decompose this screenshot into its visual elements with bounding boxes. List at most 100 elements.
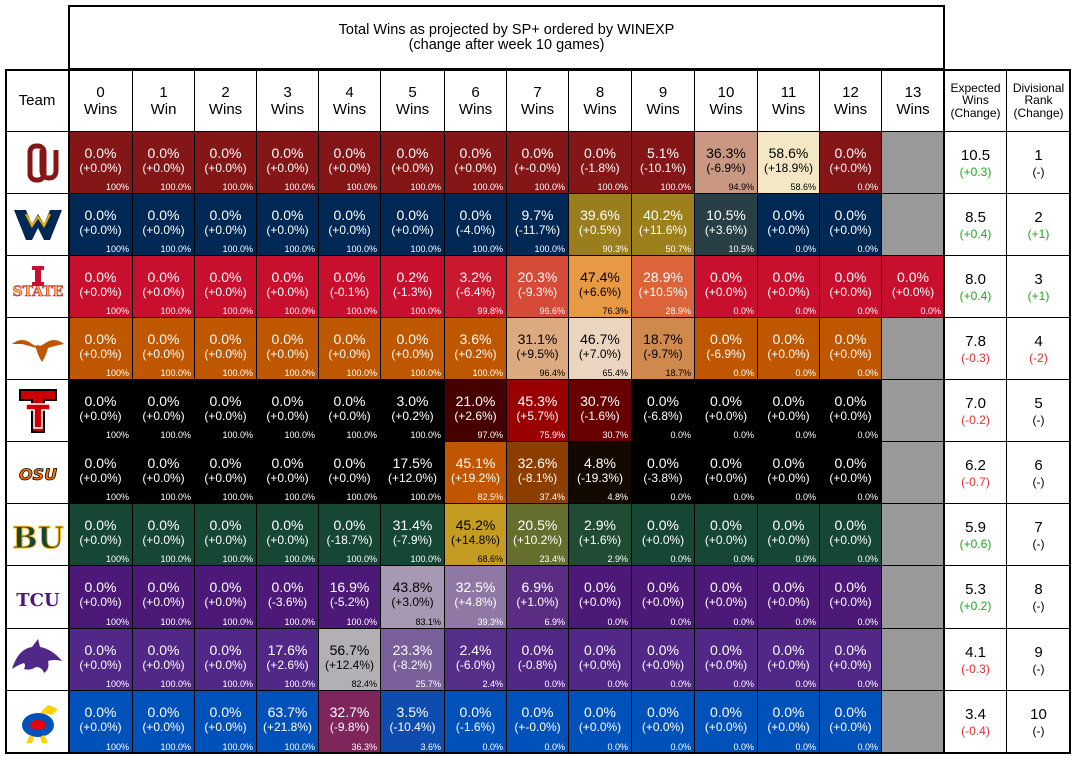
cumulative-probability: 100.0% [160, 492, 191, 502]
probability-change: (+0.0%) [204, 720, 247, 734]
probability-change: (-5.2%) [329, 595, 370, 609]
cumulative-probability: 100.0% [410, 554, 441, 564]
win-probability: 0.0% [584, 145, 616, 161]
expected-wins-cell: 7.8 (-0.3) [944, 317, 1007, 380]
win-cell-0: 0.0% (+0.0%) 100% [68, 441, 133, 504]
win-probability: 32.6% [517, 455, 558, 471]
probability-change: (+0.0%) [266, 285, 309, 299]
win-cell-12: 0.0% (+0.0%) 0.0% [819, 503, 882, 566]
cumulative-probability: 100.0% [597, 182, 628, 192]
win-probability: 3.0% [396, 393, 429, 409]
win-probability: 0.0% [147, 207, 180, 223]
win-cell-8: 47.4% (+6.6%) 76.3% [568, 255, 632, 318]
cumulative-probability: 100.0% [284, 617, 315, 627]
win-cell-9: 0.0% (-6.8%) 0.0% [631, 379, 695, 442]
win-cell-3: 17.6% (+2.6%) 100.0% [256, 628, 319, 691]
probability-change: (+0.0%) [767, 409, 810, 423]
win-probability: 0.0% [209, 269, 242, 285]
win-cell-3: 0.0% (+0.0%) 100.0% [256, 441, 319, 504]
cumulative-probability: 0.0% [857, 368, 878, 378]
win-cell-0: 0.0% (+0.0%) 100% [68, 131, 133, 194]
column-header-line: Wins [395, 100, 430, 118]
cumulative-probability: 0.0% [733, 679, 754, 689]
cumulative-probability: 0.0% [670, 554, 691, 564]
win-cell-11: 58.6% (+18.9%) 58.6% [757, 131, 820, 194]
win-probability: 0.0% [333, 517, 366, 533]
win-probability: 0.0% [521, 704, 554, 720]
expected-wins-change: (+0.6) [959, 537, 992, 551]
win-cell-3: 0.0% (+0.0%) 100.0% [256, 193, 319, 256]
win-probability: 0.0% [834, 455, 867, 471]
cumulative-probability: 0.0% [733, 492, 754, 502]
win-cell-2: 0.0% (+0.0%) 100.0% [194, 379, 257, 442]
probability-change: (-8.1%) [517, 471, 558, 485]
cumulative-probability: 68.6% [477, 554, 503, 564]
column-header-line: 13 [904, 83, 922, 101]
probability-change: (+0.0%) [578, 658, 622, 672]
win-cell-7: 32.6% (-8.1%) 37.4% [506, 441, 569, 504]
win-cell-9: 0.0% (+0.0%) 0.0% [631, 565, 695, 629]
column-header-line: Wins [896, 100, 930, 118]
win-probability: 0.0% [584, 642, 616, 658]
divisional-rank-change: (-) [1032, 662, 1045, 676]
win-cell-10: 0.0% (+0.0%) 0.0% [694, 628, 758, 691]
cumulative-probability: 97.0% [477, 430, 503, 440]
win-probability: 0.0% [209, 145, 242, 161]
probability-change: (+0.0%) [328, 223, 371, 237]
probability-change: (+0.0%) [704, 720, 748, 734]
column-header-line: 11 [780, 83, 797, 101]
divisional-rank-cell: 4 (-2) [1006, 317, 1071, 380]
win-probability: 0.0% [834, 704, 867, 720]
divisional-rank-change: (+1) [1027, 289, 1050, 303]
win-cell-0: 0.0% (+0.0%) 100% [68, 565, 133, 629]
expected-wins-value: 5.9 [965, 519, 986, 536]
win-cell-6: 0.0% (+0.0%) 100.0% [444, 131, 507, 194]
win-probability: 0.0% [147, 642, 180, 658]
cumulative-probability: 100.0% [222, 244, 253, 254]
expected-wins-value: 6.2 [965, 457, 986, 474]
win-probability: 0.0% [710, 455, 742, 471]
win-cell-7: 45.3% (+5.7%) 75.9% [506, 379, 569, 442]
win-cell-7: 20.3% (-9.3%) 96.6% [506, 255, 569, 318]
probability-change: (+0.0%) [204, 533, 247, 547]
cumulative-probability: 100.0% [660, 182, 691, 192]
cumulative-probability: 0.0% [795, 430, 816, 440]
cumulative-probability: 100.0% [410, 368, 441, 378]
cumulative-probability: 100.0% [346, 182, 377, 192]
cumulative-probability: 0.0% [857, 430, 878, 440]
expected-wins-value: 10.5 [960, 147, 991, 164]
cumulative-probability: 100.0% [222, 368, 253, 378]
win-probability: 9.7% [521, 207, 554, 223]
probability-change: (+0.0%) [79, 161, 122, 175]
cumulative-probability: 75.9% [539, 430, 565, 440]
win-cell-2: 0.0% (+0.0%) 100.0% [194, 193, 257, 256]
win-probability: 0.0% [333, 455, 366, 471]
win-probability: 0.0% [147, 269, 180, 285]
column-header-line: 0 [96, 83, 105, 101]
cumulative-probability: 100.0% [284, 244, 315, 254]
win-cell-0: 0.0% (+0.0%) 100% [68, 379, 133, 442]
cumulative-probability: 96.4% [539, 368, 565, 378]
column-header-line: Wins [208, 100, 243, 118]
win-probability: 0.0% [271, 455, 304, 471]
probability-change: (+0.0%) [829, 161, 872, 175]
win-cell-5: 23.3% (-8.2%) 25.7% [380, 628, 445, 691]
cumulative-probability: 100.0% [534, 244, 565, 254]
divisional-rank-cell: 9 (-) [1006, 628, 1071, 691]
win-cell-3: 0.0% (+0.0%) 100.0% [256, 317, 319, 380]
cumulative-probability: 100.0% [222, 617, 253, 627]
probability-change: (+0.0%) [704, 285, 748, 299]
column-header-line: Wins [833, 100, 868, 118]
win-cell-12: 0.0% (+0.0%) 0.0% [819, 379, 882, 442]
subtitle-line: (change after week 10 games) [408, 36, 605, 53]
cumulative-probability: 100% [105, 679, 129, 689]
cumulative-probability: 0.0% [670, 492, 691, 502]
cumulative-probability: 100.0% [284, 368, 315, 378]
win-probability: 21.0% [455, 393, 496, 409]
cumulative-probability: 0.0% [670, 742, 691, 752]
probability-change: (+0.0%) [266, 471, 309, 485]
win-cell-10: 0.0% (+0.0%) 0.0% [694, 441, 758, 504]
cumulative-probability: 100.0% [346, 617, 377, 627]
win-cell-12: 0.0% (+0.0%) 0.0% [819, 255, 882, 318]
probability-change: (+0.0%) [829, 409, 872, 423]
